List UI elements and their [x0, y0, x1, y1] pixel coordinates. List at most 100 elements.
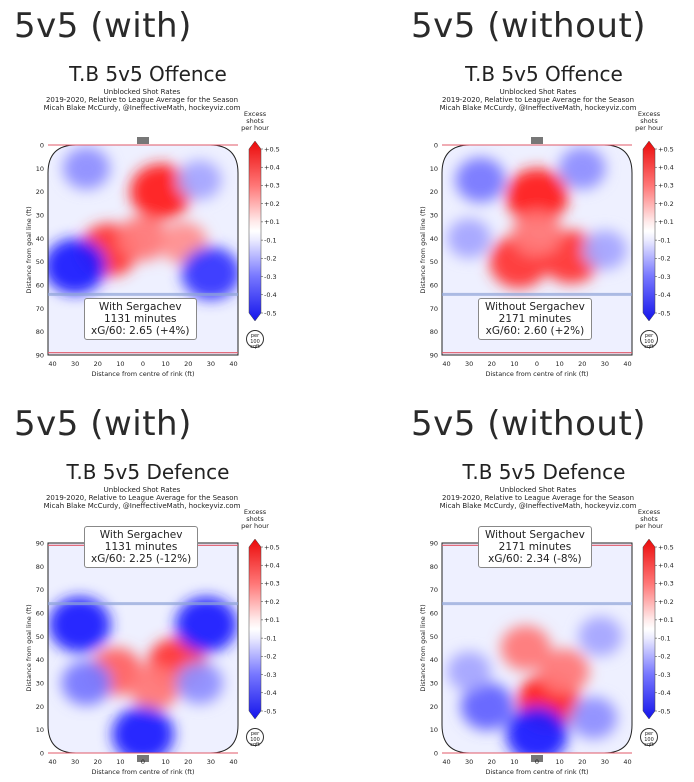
colorbar-tick-label: +0.2 [264, 200, 280, 208]
unit-badge: per 100 sqft [640, 728, 658, 748]
y-tick-label: 70 [430, 586, 438, 594]
hotspot-deficit [181, 246, 238, 300]
hotspot-excess [129, 665, 180, 711]
colorbar-title: Excess shots per hour [241, 110, 269, 132]
hotspot-deficit [460, 682, 514, 731]
hotspot-deficit [570, 696, 618, 740]
colorbar-tick-label: +0.2 [264, 598, 280, 606]
hotspot-deficit [61, 660, 112, 706]
colorbar-tick-label: -0.2 [658, 255, 671, 263]
x-tick-label: 30 [465, 758, 473, 766]
x-tick-label: 40 [623, 360, 631, 368]
colorbar-tick-label: +0.4 [264, 164, 280, 172]
colorbar-tick-label: +0.4 [264, 562, 280, 570]
y-tick-label: 70 [36, 305, 44, 313]
chart-subtitle: 2019-2020, Relative to League Average fo… [45, 96, 239, 104]
colorbar-tick-label: -0.5 [264, 707, 277, 715]
colorbar-tick-label: +0.5 [658, 145, 674, 153]
x-tick-label: 40 [48, 360, 56, 368]
unit-badge: per 100 sqft [246, 728, 264, 748]
x-tick-label: 10 [161, 360, 169, 368]
x-tick-label: 30 [601, 360, 609, 368]
colorbar-tick-label: -0.3 [264, 671, 277, 679]
colorbar-tick-label: +0.2 [658, 200, 674, 208]
x-tick-label: 0 [141, 360, 145, 368]
colorbar-tick-label: +0.1 [264, 218, 280, 226]
colorbar-tick-label: +0.3 [264, 182, 280, 190]
chart-title: T.B 5v5 Offence [69, 62, 227, 86]
player-info-box: With Sergachev 1131 minutes xG/60: 2.65 (+… [84, 298, 197, 340]
x-axis-label: Distance from centre of rink (ft) [485, 768, 588, 776]
x-tick-label: 40 [229, 758, 237, 766]
hotspot-deficit [176, 661, 224, 705]
y-tick-label: 60 [430, 282, 438, 290]
info-xg: xG/60: 2.25 (-12%) [91, 553, 192, 565]
y-axis-label: Distance from goal line (ft) [25, 206, 33, 293]
colorbar [642, 140, 656, 322]
chart-title: T.B 5v5 Offence [465, 62, 623, 86]
y-tick-label: 50 [430, 258, 438, 266]
y-tick-label: 80 [430, 563, 438, 571]
y-tick-label: 0 [434, 142, 438, 150]
hotspot-deficit [177, 160, 222, 200]
info-minutes: 2171 minutes [498, 313, 572, 325]
colorbar [248, 140, 262, 322]
colorbar-tick-label: -0.1 [264, 634, 277, 642]
heading-without-offence: 5v5 (without) [411, 6, 647, 46]
x-tick-label: 20 [488, 758, 496, 766]
x-tick-label: 20 [578, 758, 586, 766]
colorbar-title: Excess shots per hour [635, 110, 663, 132]
hotspot-deficit [175, 596, 238, 653]
goal-net [137, 755, 149, 762]
x-tick-label: 30 [207, 758, 215, 766]
x-tick-label: 10 [116, 360, 124, 368]
info-xg: xG/60: 2.34 (-8%) [488, 553, 582, 565]
y-tick-label: 50 [430, 633, 438, 641]
chart-subtitle: Unblocked Shot Rates [499, 486, 577, 494]
x-tick-label: 10 [510, 360, 518, 368]
colorbar-tick-label: -0.5 [658, 309, 671, 317]
unit-badge: per 100 sqft [246, 330, 264, 350]
x-tick-label: 30 [71, 360, 79, 368]
chart-subtitle: Unblocked Shot Rates [499, 88, 577, 96]
y-tick-label: 20 [430, 188, 438, 196]
colorbar-tick-label: +0.5 [658, 543, 674, 551]
x-tick-label: 30 [71, 758, 79, 766]
y-tick-label: 90 [430, 352, 438, 360]
y-tick-label: 20 [430, 703, 438, 711]
y-tick-label: 0 [434, 750, 438, 758]
hotspot-deficit [578, 616, 623, 657]
colorbar-tick-label: +0.1 [264, 616, 280, 624]
colorbar-tick-label: -0.3 [264, 273, 277, 281]
y-tick-label: 90 [36, 352, 44, 360]
y-tick-label: 70 [430, 305, 438, 313]
y-tick-label: 30 [430, 680, 438, 688]
y-tick-label: 60 [36, 282, 44, 290]
chart-subtitle: Micah Blake McCurdy, @IneffectiveMath, h… [43, 104, 241, 112]
hotspot-deficit [506, 706, 568, 753]
y-tick-label: 10 [36, 726, 44, 734]
x-tick-label: 30 [465, 360, 473, 368]
chart-subtitle: Micah Blake McCurdy, @IneffectiveMath, h… [439, 502, 637, 510]
colorbar [248, 538, 262, 720]
x-tick-label: 10 [555, 360, 563, 368]
colorbar-tick-label: -0.2 [264, 255, 277, 263]
colorbar-tick-label: +0.5 [264, 543, 280, 551]
chart-subtitle: Unblocked Shot Rates [103, 88, 181, 96]
rink-chart-panel: T.B 5v5 Offence Unblocked Shot Rates 2019-… [414, 62, 674, 378]
hotspot-excess [512, 211, 562, 257]
x-axis-label: Distance from centre of rink (ft) [91, 370, 194, 378]
y-tick-label: 10 [36, 165, 44, 173]
heading-without-defence: 5v5 (without) [411, 404, 647, 444]
chart-title: T.B 5v5 Defence [66, 460, 230, 484]
x-tick-label: 20 [94, 360, 102, 368]
chart-subtitle: Micah Blake McCurdy, @IneffectiveMath, h… [43, 502, 241, 510]
x-tick-label: 0 [535, 360, 539, 368]
x-tick-label: 0 [141, 758, 145, 766]
colorbar-tick-label: -0.4 [658, 689, 671, 697]
colorbar-tick-label: -0.4 [264, 689, 277, 697]
colorbar [642, 538, 656, 720]
x-tick-label: 0 [535, 758, 539, 766]
player-info-box: With Sergachev 1131 minutes xG/60: 2.25 (-… [84, 526, 199, 568]
info-minutes: 1131 minutes [104, 541, 178, 553]
